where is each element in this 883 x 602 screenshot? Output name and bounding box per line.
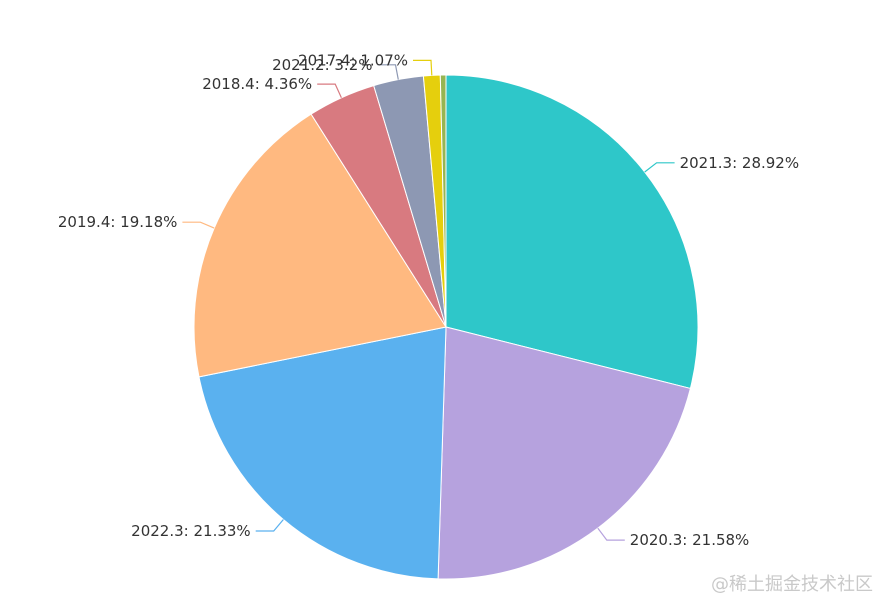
slice-label-2017-4: 2017.4: 1.07%	[298, 51, 408, 69]
leader-line-2017-4	[413, 59, 433, 76]
leader-line-2020-3	[597, 527, 625, 541]
pie-slices	[193, 74, 699, 580]
slice-label-2021-2: 2021.2: 3.2%	[272, 56, 372, 74]
leader-line-2018-4	[317, 83, 342, 98]
pie-slice-2019-4[interactable]	[193, 113, 447, 378]
label-leader-lines	[182, 59, 675, 541]
slice-label-2022-3: 2022.3: 21.33%	[131, 522, 251, 540]
slice-label-2018-4: 2018.4: 4.36%	[202, 75, 312, 93]
slice-labels: 2021.3: 28.92% 2020.3: 21.58% 2022.3: 21.3…	[58, 51, 799, 549]
slice-label-2019-4: 2019.4: 19.18%	[58, 213, 178, 231]
slice-label-2020-3: 2020.3: 21.58%	[630, 531, 750, 549]
pie-slice-other[interactable]	[439, 74, 447, 328]
leader-line-2019-4	[182, 221, 215, 229]
leader-line-2022-3	[255, 519, 284, 532]
pie-slice-2021-3[interactable]	[445, 74, 699, 390]
leader-line-2021-3	[644, 162, 675, 173]
slice-label-2021-3: 2021.3: 28.92%	[680, 154, 800, 172]
watermark: @稀土掘金技术社区	[711, 574, 873, 595]
leader-line-2021-2	[377, 64, 399, 80]
